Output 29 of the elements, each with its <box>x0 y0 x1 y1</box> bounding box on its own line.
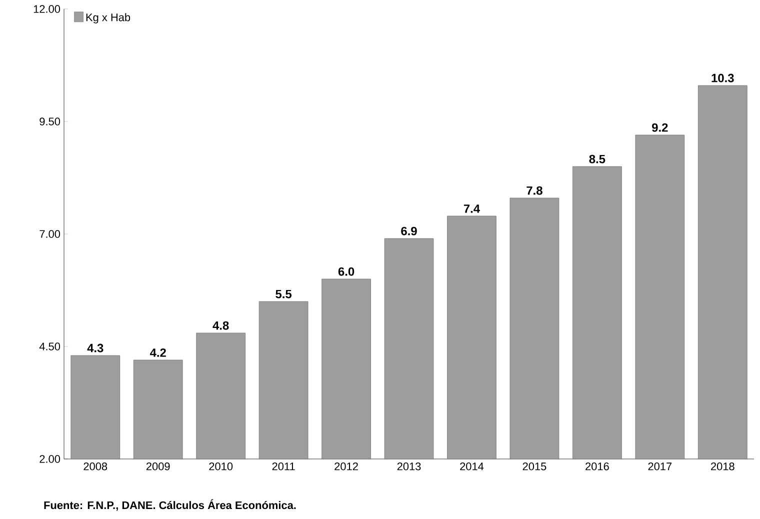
x-tick-label: 2018 <box>711 462 734 470</box>
data-label: 10.3 <box>712 74 734 82</box>
data-label: 8.5 <box>589 154 606 164</box>
data-label: 7.8 <box>526 186 542 195</box>
data-label: 4.8 <box>212 321 229 330</box>
x-tick-label: 2011 <box>272 462 295 470</box>
y-tick-label: 12.00 <box>34 5 60 13</box>
y-tick-label: 2.00 <box>40 455 60 463</box>
x-tick-label: 2017 <box>648 462 672 470</box>
data-label: 5.5 <box>276 290 292 298</box>
data-label: 4.3 <box>87 344 104 352</box>
x-tick-label: 2010 <box>209 462 233 470</box>
source-note: Fuente: F.N.P., DANE. Cálculos Área Económica. <box>44 499 296 511</box>
x-tick-label: 2009 <box>146 462 170 470</box>
data-label: 6.9 <box>401 226 417 236</box>
data-label: 9.2 <box>652 123 668 132</box>
x-tick-label: 2015 <box>522 462 546 470</box>
legend-label: Kg x Hab <box>86 13 130 24</box>
data-label: 7.4 <box>464 204 480 213</box>
y-tick-label: 9.50 <box>40 118 60 126</box>
y-tick-label: 7.00 <box>40 230 60 238</box>
data-label: 6.0 <box>338 267 354 276</box>
x-tick-label: 2012 <box>334 462 358 470</box>
x-tick-label: 2016 <box>586 462 609 470</box>
x-tick-label: 2014 <box>460 462 484 470</box>
x-tick-label: 2008 <box>84 462 108 470</box>
x-tick-label: 2013 <box>397 462 421 470</box>
y-tick-label: 4.50 <box>39 342 60 350</box>
data-label: 4.2 <box>150 348 166 357</box>
